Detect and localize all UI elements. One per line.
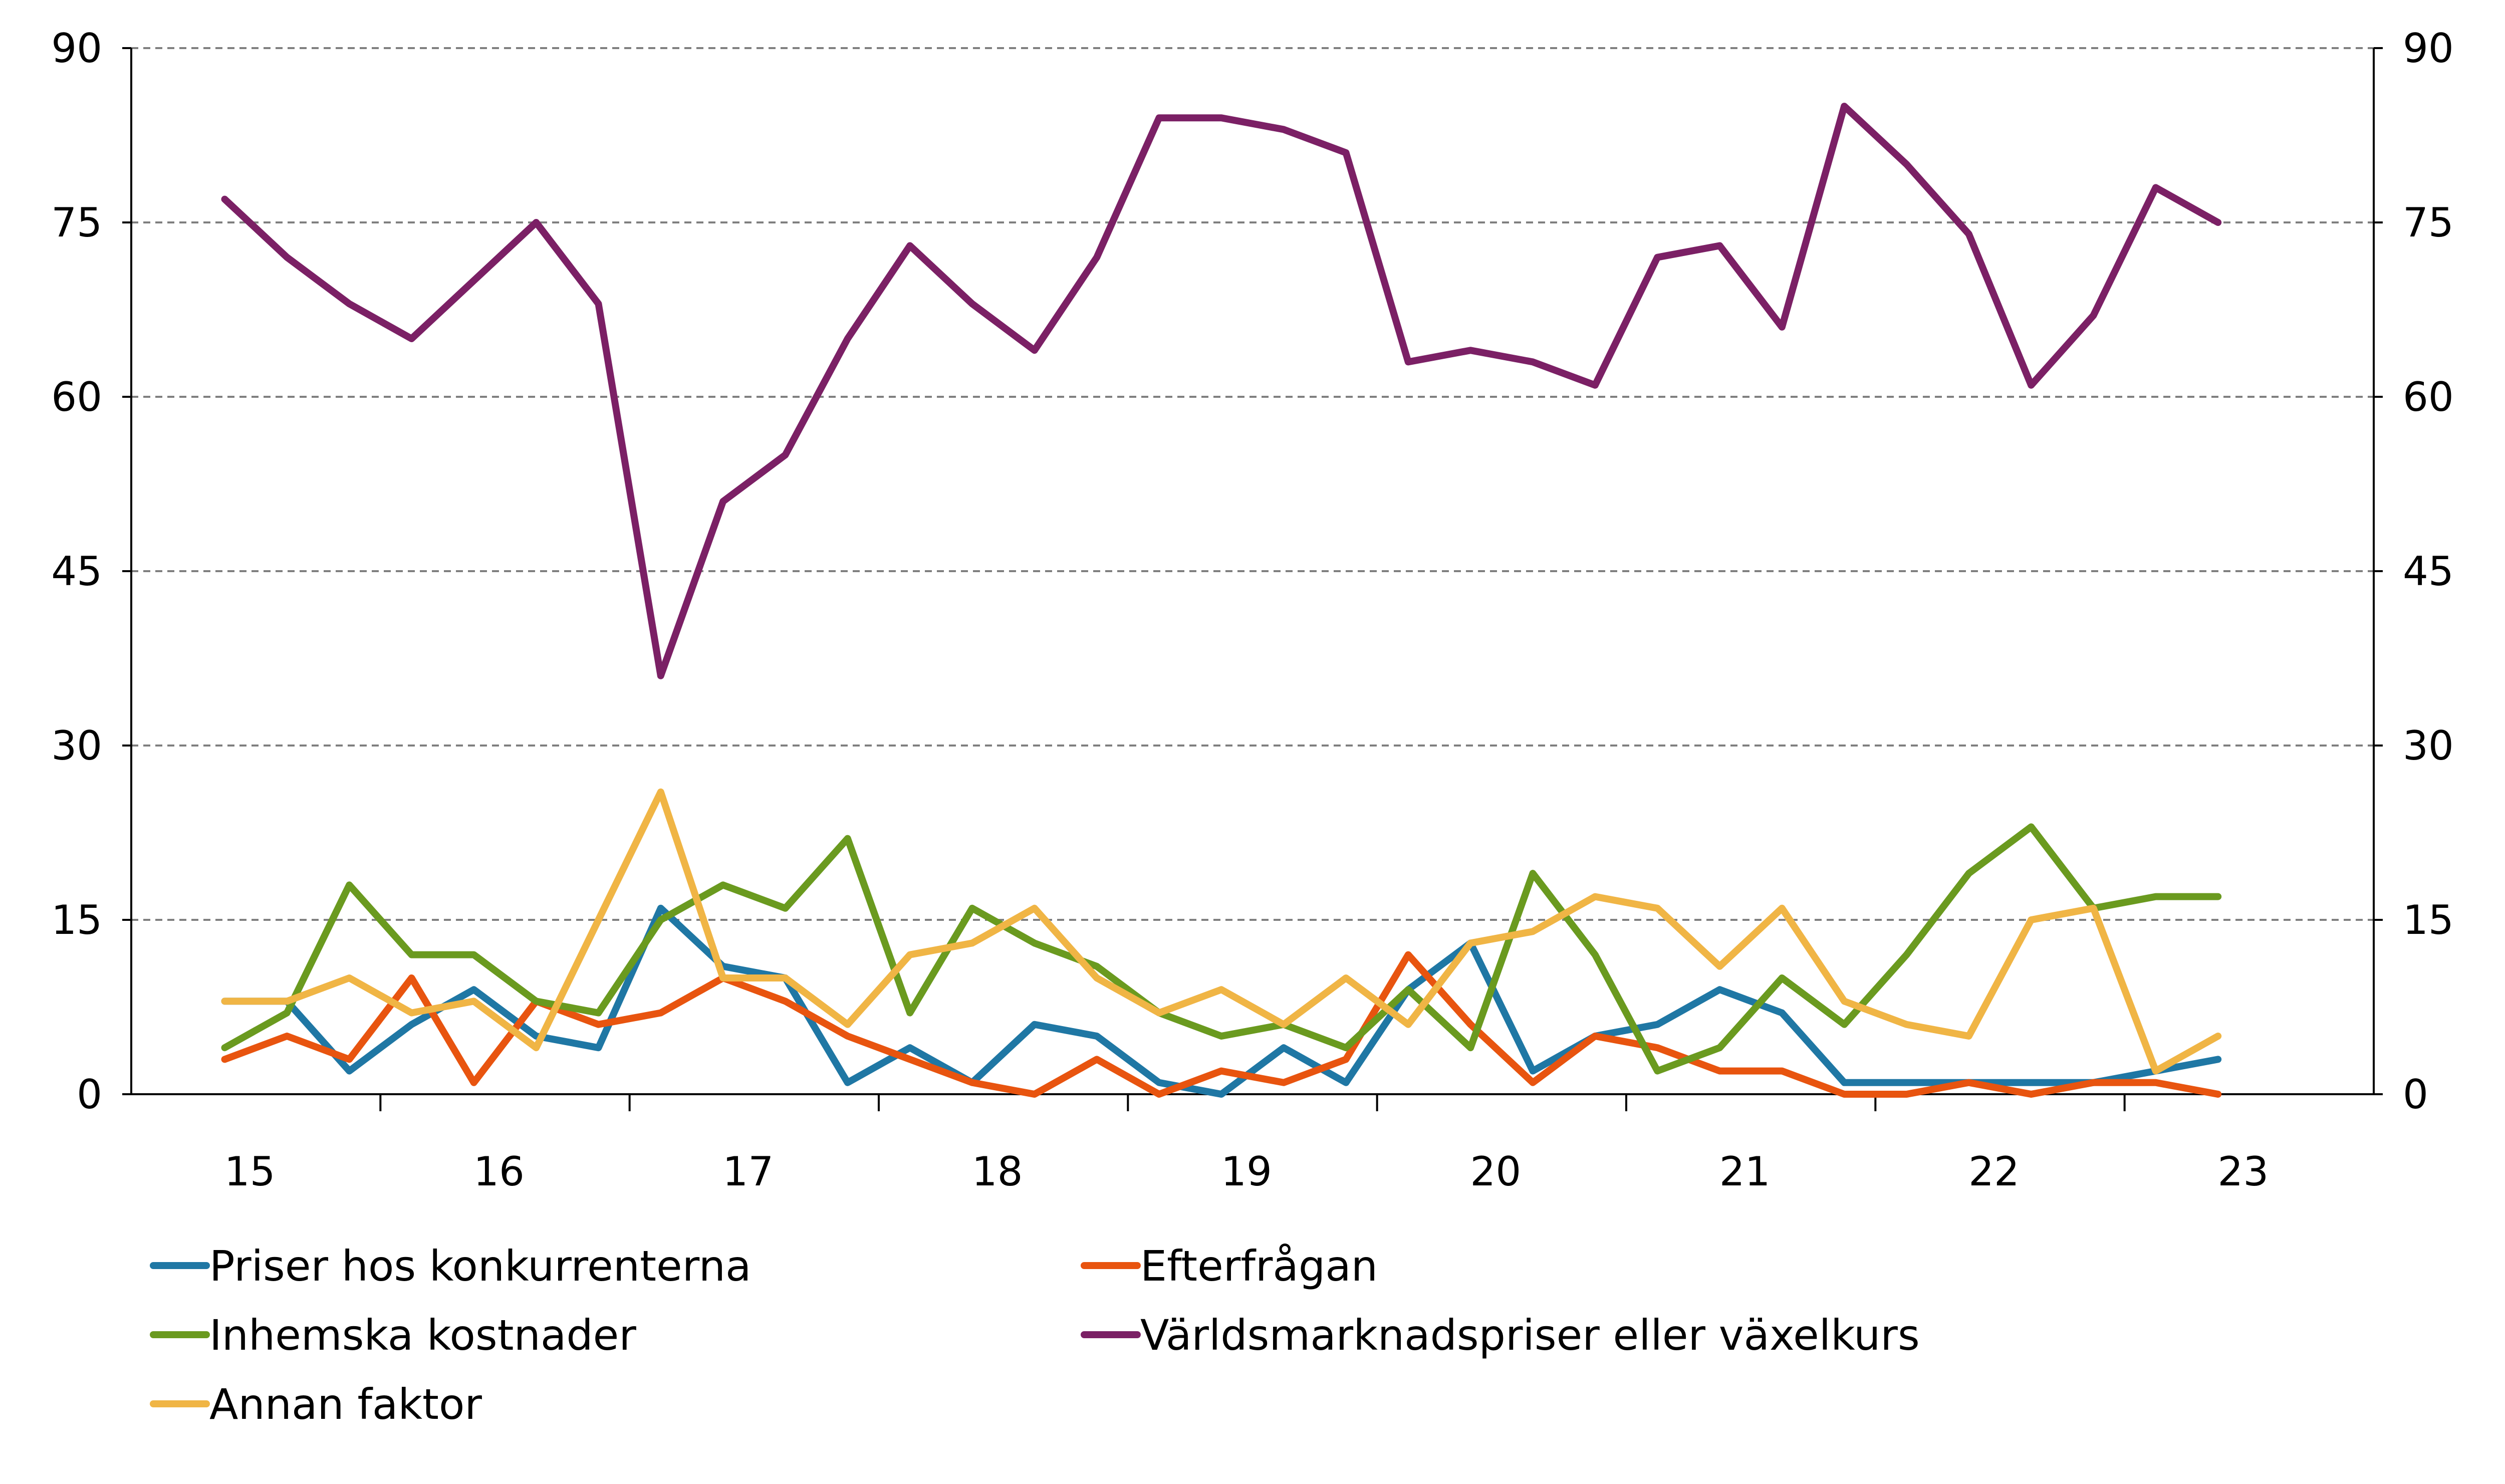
legend-label: Efterfrågan — [1140, 1242, 1378, 1291]
x-tick-label: 21 — [1719, 1148, 1771, 1195]
left-tick-label: 15 — [51, 897, 102, 943]
x-tick-label: 20 — [1470, 1148, 1521, 1195]
legend-item: Inhemska kostnader — [150, 1311, 636, 1360]
left-tick-label: 90 — [51, 25, 102, 72]
legend: Priser hos konkurrenterna Efterfrågan Inhe… — [150, 1242, 1920, 1429]
left-tick-label: 60 — [51, 374, 102, 420]
legend-item: Världsmarknadspriser eller växelkurs — [1081, 1311, 1920, 1360]
legend-label: Annan faktor — [209, 1380, 482, 1429]
left-tick-label: 0 — [77, 1071, 102, 1118]
legend-label: Inhemska kostnader — [209, 1311, 636, 1360]
right-axis: 0 15 30 45 60 75 90 — [2373, 25, 2454, 1118]
right-tick-label: 0 — [2403, 1071, 2428, 1118]
left-tick-label: 75 — [51, 199, 102, 246]
right-tick-label: 90 — [2403, 25, 2454, 72]
x-tick-label: 18 — [972, 1148, 1023, 1195]
series-line-5 — [221, 788, 2222, 1075]
series-line-4 — [221, 103, 2222, 679]
left-tick-label: 45 — [51, 548, 102, 595]
series-line-1 — [221, 904, 2222, 1098]
left-axis: 0 15 30 45 60 75 90 — [51, 25, 132, 1118]
right-tick-label: 60 — [2403, 374, 2454, 420]
x-tick-label: 19 — [1221, 1148, 1272, 1195]
legend-label: Världsmarknadspriser eller växelkurs — [1140, 1311, 1920, 1360]
grid-lines — [131, 47, 2374, 921]
x-tick-label: 22 — [1968, 1148, 2020, 1195]
series-lines — [221, 103, 2222, 1098]
right-tick-label: 45 — [2403, 548, 2454, 595]
right-tick-label: 15 — [2403, 897, 2454, 943]
left-tick-label: 30 — [51, 722, 102, 769]
x-axis: 15 16 17 18 19 20 21 22 23 — [131, 1093, 2374, 1195]
x-tick-label: 23 — [2217, 1148, 2269, 1195]
legend-item: Priser hos konkurrenterna — [150, 1242, 751, 1291]
right-tick-label: 30 — [2403, 722, 2454, 769]
right-tick-label: 75 — [2403, 199, 2454, 246]
legend-label: Priser hos konkurrenterna — [209, 1242, 751, 1291]
x-tick-label: 16 — [473, 1148, 525, 1195]
legend-item: Annan faktor — [150, 1380, 482, 1429]
x-tick-label: 15 — [224, 1148, 276, 1195]
legend-item: Efterfrågan — [1081, 1242, 1378, 1291]
x-tick-label: 17 — [722, 1148, 774, 1195]
